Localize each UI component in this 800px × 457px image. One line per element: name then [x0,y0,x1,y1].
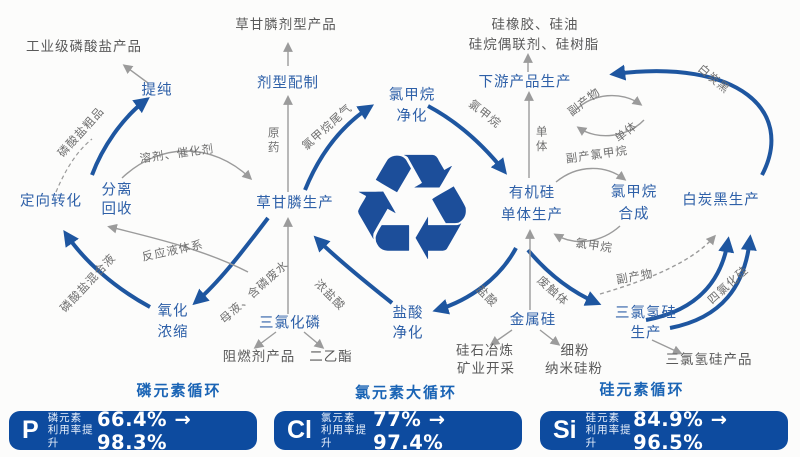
element-symbol-cl: Cl [287,416,312,444]
recycle-icon: ♻ [345,122,479,294]
arrow-loop-top [575,94,643,111]
stat-value-p: 66.4% → 98.3% [96,407,192,454]
arrow-waste-catalyst [526,248,602,306]
arrow-hcl-to-purification [432,247,518,315]
arrow-carbon-black [609,64,774,176]
node-hcl-purification-l2: 净化 [392,325,424,342]
flow-monomer-vertical: 单体 [534,125,547,155]
element-symbol-p: P [22,416,39,444]
product-trichlorosilane: 三氯氢硅产品 [665,352,753,368]
stat-value-si: 84.9% → 96.5% [633,407,728,454]
stat-label-p-line1: 磷元素 [47,411,83,424]
arrow-reaction-liquid [107,223,249,273]
arrow-byproduct-si [599,234,716,295]
product-flame-retardant: 阻燃剂产品 [222,349,296,365]
stat-bar: P 磷元素 利用率提升 66.4% → 98.3% Cl 氯元素 利用率提升 7… [0,408,800,454]
node-cm-purification-l2: 净化 [396,108,428,125]
product-silicone-line1: 硅橡胶、硅油 [491,17,579,33]
arrow-tcs-to-product [651,339,683,355]
node-purification: 提纯 [141,82,173,99]
node-metal-silicon: 金属硅 [509,312,557,329]
node-oxidation-l1: 氧化 [157,303,189,320]
node-trichlorosilane-l2: 生产 [630,325,662,342]
stat-label-si-line1: 硅元素 [585,411,621,424]
stat-label-p-line2: 利用率提升 [47,424,94,449]
arrow-solvent-catalyst [121,150,253,181]
product-fine-powder-line2: 纳米硅粉 [545,361,603,377]
node-oxidation-l2: 浓缩 [157,324,189,341]
node-glyphosate-production: 草甘膦生产 [256,195,334,212]
cycle-title-phosphorus: 磷元素循环 [136,382,222,400]
stat-label-si-line2: 利用率提升 [585,424,632,449]
stat-label-cl: 氯元素 利用率提升 [321,412,373,450]
arrow-purification-to-product [122,64,149,84]
stat-value-cl: 77% → 97.4% [373,407,446,454]
node-cm-synthesis-l1: 氯甲烷 [610,184,658,201]
arrow-si-to-powder [539,329,561,346]
arrow-pcl3-to-diethyl [303,331,325,349]
arrow-sicl4-b [669,234,757,330]
arrow-si-to-smelting [489,329,513,346]
cycle-title-chlorine: 氯元素大循环 [354,384,458,402]
stat-label-cl-line2: 利用率提升 [321,424,367,449]
product-silicone-line2: 硅烷偶联剂、硅树脂 [468,37,600,53]
flow-raw-pesticide: 原药 [266,126,279,156]
product-diethyl-ester: 二乙酯 [309,349,353,365]
node-downstream-production: 下游产品生产 [478,74,572,91]
stat-card-phosphorus: P 磷元素 利用率提升 66.4% → 98.3% [9,408,257,454]
arrow-cm-return [553,225,621,243]
product-silica-smelting-line2: 矿业开采 [457,361,515,377]
arrow-cm-tail-gas [303,104,375,191]
arrow-mother-liquor [192,216,270,306]
product-phosphate-industrial: 工业级磷酸盐产品 [26,39,142,55]
arrow-conc-hcl [313,235,394,305]
node-phosphorus-trichloride: 三氯化磷 [259,315,321,332]
arrow-pcl3-to-flame-retardant [253,331,277,349]
product-silica-smelting-line1: 硅石冶炼 [456,343,514,359]
stat-label-p: 磷元素 利用率提升 [48,412,97,450]
node-organosilicon-l2: 单体生产 [501,207,563,224]
arrow-chloromethane-to-organosilicon [427,104,507,175]
node-separation-l2: 回收 [101,201,133,218]
stat-label-si: 硅元素 利用率提升 [586,412,634,450]
arrow-byproduct-cm [555,167,627,183]
node-separation-l1: 分离 [101,182,133,199]
dashed-tail [55,138,93,193]
stat-card-chlorine: Cl 氯元素 利用率提升 77% → 97.4% [274,408,522,454]
cycle-title-silicon: 硅元素循环 [599,381,685,399]
arrow-crude-phosphate [90,97,150,176]
stat-card-silicon: Si 硅元素 利用率提升 84.9% → 96.5% [540,408,788,454]
node-directed-conversion: 定向转化 [20,193,82,210]
product-glyphosate-formulation: 草甘膦剂型产品 [235,17,337,33]
product-fine-powder-line1: 细粉 [560,343,590,359]
stat-label-cl-line1: 氯元素 [321,411,356,424]
arrow-sicl4-a [645,236,735,322]
node-trichlorosilane-l1: 三氯氢硅 [615,305,677,322]
element-symbol-si: Si [553,416,577,444]
node-cm-purification-l1: 氯甲烷 [388,87,436,104]
node-formulation: 剂型配制 [257,75,319,92]
node-organosilicon-l1: 有机硅 [508,185,556,202]
node-cm-synthesis-l2: 合成 [618,206,650,223]
node-carbon-black-production: 白炭黑生产 [682,192,760,209]
arrow-loop-bottom [576,119,645,137]
arrow-phosphate-mixture [63,230,151,309]
node-hcl-purification-l1: 盐酸 [392,305,424,322]
